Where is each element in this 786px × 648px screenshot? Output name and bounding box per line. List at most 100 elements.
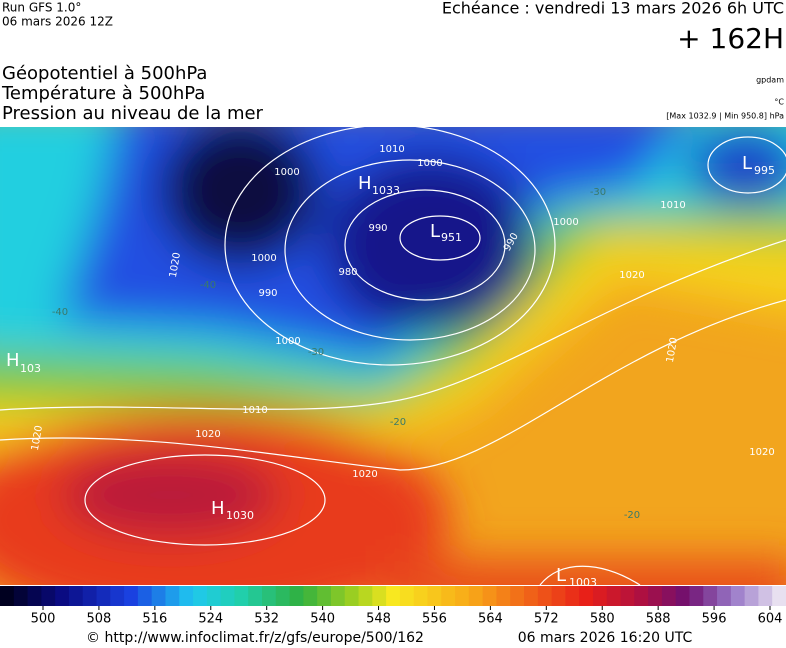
isotherm-label: -20 — [390, 417, 406, 428]
colorbar-tick-label: 500 — [31, 612, 56, 627]
colorbar-swatch — [427, 586, 442, 606]
colorbar-swatch — [661, 586, 677, 606]
isotherm-label: -40 — [200, 280, 216, 291]
isobar-label: 1020 — [352, 469, 377, 480]
colorbar-swatch — [565, 586, 580, 606]
run-date: 06 mars 2026 12Z — [2, 15, 113, 29]
colorbar-tick-label: 532 — [254, 612, 279, 627]
colorbar-tick-label: 508 — [87, 612, 112, 627]
colorbar-swatch — [620, 586, 635, 606]
colorbar-swatch — [165, 586, 180, 606]
forecast: Echéance : vendredi 13 mars 2026 6h UTC — [442, 0, 784, 18]
colorbar-swatch — [441, 586, 456, 606]
colorbar-swatch — [689, 586, 704, 606]
pressure-center-value: 1033 — [372, 184, 400, 197]
unit: gpdam — [756, 76, 784, 85]
colorbar-swatch — [579, 586, 594, 606]
isobar-label: 1020 — [619, 270, 644, 281]
colorbar-swatch — [13, 586, 29, 606]
title: Température à 500hPa — [1, 83, 205, 104]
colorbar-swatch — [648, 586, 663, 606]
colorbar-swatch — [68, 586, 84, 606]
colorbar-swatch — [592, 586, 608, 606]
colorbar-swatch — [0, 586, 15, 606]
pressure-center-value: 1003 — [569, 576, 597, 589]
isobar-label: 1000 — [274, 167, 299, 178]
colorbar-swatch — [55, 586, 70, 606]
colorbar-swatch — [413, 586, 428, 606]
colorbar-swatch — [262, 586, 277, 606]
colorbar-swatch — [372, 586, 387, 606]
colorbar-swatch — [220, 586, 235, 606]
lead-time: + 162H — [677, 22, 784, 55]
generated: 06 mars 2026 16:20 UTC — [518, 630, 693, 646]
isobar-label: 1020 — [195, 429, 220, 440]
colorbar-swatch — [703, 586, 718, 606]
colorbar-swatch — [275, 586, 291, 606]
colorbar-swatch — [468, 586, 484, 606]
run: Run GFS 1.0° — [2, 1, 81, 15]
isobar-label: 1000 — [553, 217, 578, 228]
pressure-center: L — [556, 565, 566, 586]
colorbar-swatch — [744, 586, 759, 606]
isotherm-label: -30 — [590, 187, 606, 198]
colorbar-swatch — [179, 586, 194, 606]
colorbar-tick-label: 524 — [198, 612, 223, 627]
colorbar-swatch — [110, 586, 125, 606]
isobar-label: 990 — [368, 223, 387, 234]
colorbar-tick-label: 564 — [478, 612, 503, 627]
colorbar-swatch — [137, 586, 153, 606]
colorbar-swatch — [41, 586, 56, 606]
colorbar-swatch — [82, 586, 98, 606]
colorbar-tick-label: 556 — [422, 612, 447, 627]
pressure-center-value: 995 — [754, 164, 775, 177]
isobar-label: 1020 — [749, 447, 774, 458]
pressure-center-value: 951 — [441, 231, 462, 244]
colorbar-tick-label: 572 — [534, 612, 559, 627]
pressure-center-value: 103 — [20, 362, 41, 375]
colorbar-swatch — [317, 586, 332, 606]
colorbar-swatch — [496, 586, 511, 606]
colorbar-swatch — [248, 586, 263, 606]
colorbar-swatch — [303, 586, 318, 606]
colorbar-tick-label: 580 — [590, 612, 615, 627]
colorbar-swatch — [551, 586, 566, 606]
isobar-label: 1010 — [379, 144, 404, 155]
colorbar-swatch — [27, 586, 42, 606]
colorbar-tick-label: 588 — [646, 612, 671, 627]
colorbar-swatch — [399, 586, 415, 606]
range: [Max 1032.9 | Min 950.8] hPa — [666, 112, 784, 121]
map: H 1033 L 951 L 995 H 103 H 1030 L 1003 1… — [0, 127, 786, 589]
colorbar-swatch — [151, 586, 166, 606]
colorbar-tick-label: 604 — [758, 612, 783, 627]
colorbar-swatch — [717, 586, 732, 606]
colorbar-swatch — [524, 586, 539, 606]
colorbar-swatch — [386, 586, 401, 606]
colorbar-swatch — [730, 586, 746, 606]
colorbar: 500 508 516 524 532 540 548 556 564 572 580 588 596 6… — [0, 586, 786, 627]
colorbar-swatch — [772, 586, 786, 606]
colorbar-swatch — [234, 586, 249, 606]
colorbar-swatch — [606, 586, 622, 606]
pressure-center-value: 1030 — [226, 509, 254, 522]
colorbar-swatch — [206, 586, 222, 606]
colorbar-swatch — [96, 586, 111, 606]
isobar-label: 1000 — [275, 336, 300, 347]
isobar-label: 1000 — [251, 253, 276, 264]
colorbar-swatch — [675, 586, 690, 606]
colorbar-swatch — [289, 586, 304, 606]
colorbar-tick-label: 516 — [142, 612, 167, 627]
isotherm-label: -20 — [624, 510, 640, 521]
colorbar-swatch — [124, 586, 139, 606]
colorbar-swatch — [193, 586, 208, 606]
colorbar-swatch — [537, 586, 553, 606]
isobar-label: 1020 — [168, 252, 183, 279]
pressure-center: H — [6, 350, 20, 371]
colorbar-swatch — [482, 586, 497, 606]
colorbar-swatch — [358, 586, 373, 606]
colorbar-swatch — [344, 586, 360, 606]
isotherm-label: -40 — [52, 307, 68, 318]
colorbar-swatch — [634, 586, 649, 606]
title: Pression au niveau de la mer — [2, 103, 264, 124]
colorbar-swatch — [510, 586, 525, 606]
